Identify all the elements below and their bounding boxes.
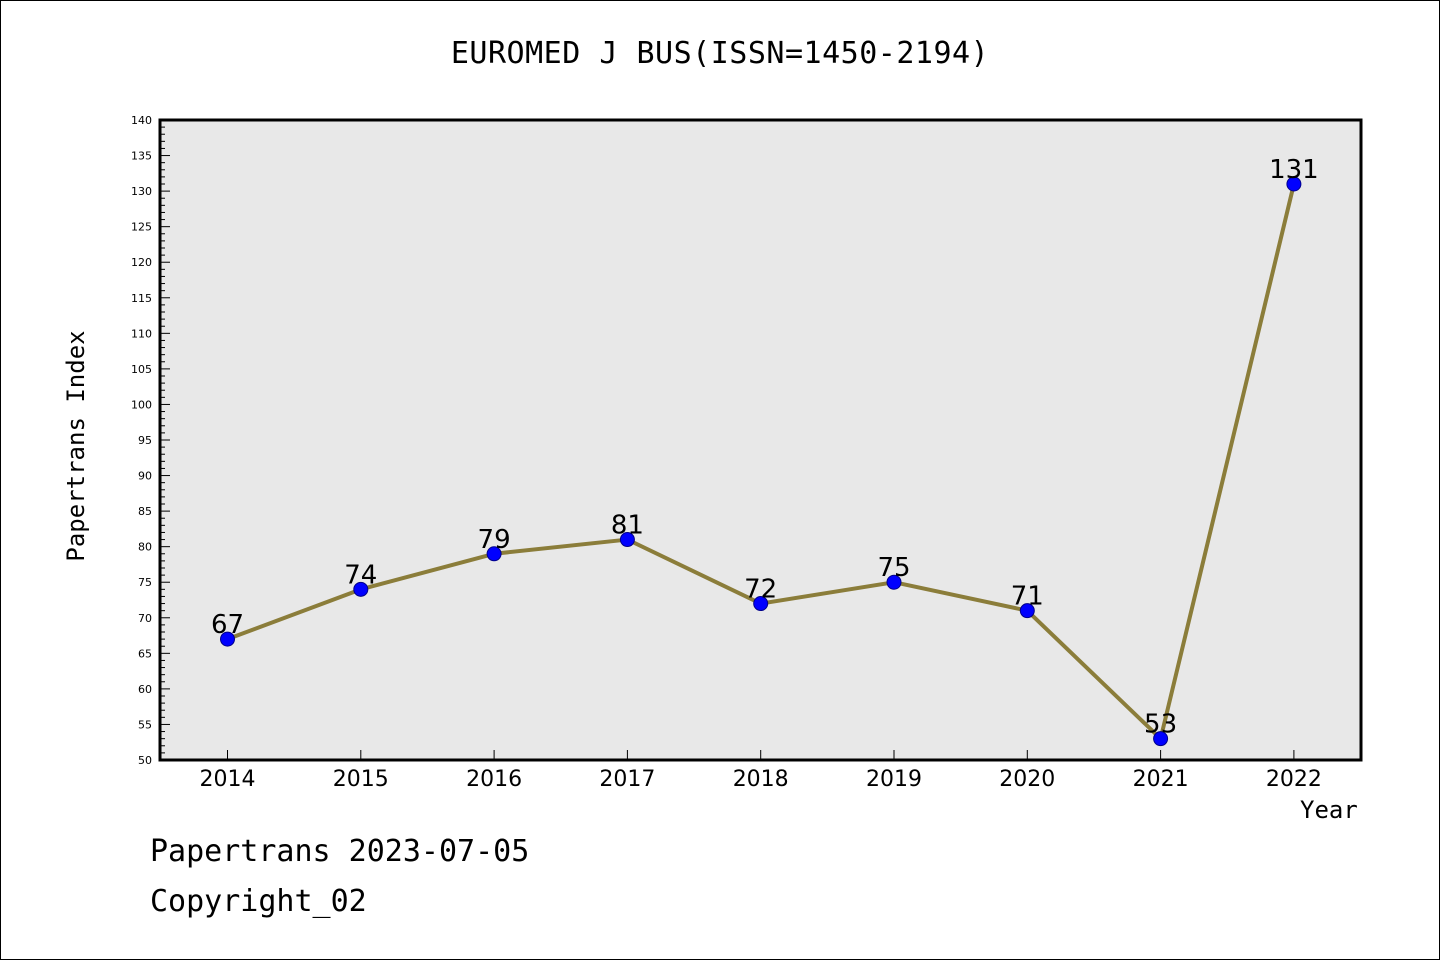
y-tick-label: 120 — [131, 256, 152, 269]
series-line-segment — [892, 580, 1030, 613]
data-label: 81 — [611, 511, 644, 541]
x-tick-label: 2021 — [1133, 767, 1189, 792]
y-tick-label: 115 — [131, 292, 152, 305]
x-tick-label: 2018 — [733, 767, 789, 792]
data-point — [1153, 731, 1169, 747]
data-label: 72 — [744, 575, 777, 605]
x-tick-label: 2020 — [999, 767, 1055, 792]
x-tick-label: 2015 — [333, 767, 389, 792]
y-tick-label: 130 — [131, 185, 152, 198]
data-label: 71 — [1011, 582, 1044, 612]
data-label: 79 — [478, 525, 511, 555]
y-tick-label: 105 — [131, 363, 152, 376]
x-tick-label: 2014 — [200, 767, 256, 792]
data-label: 74 — [344, 560, 377, 590]
y-tick-label: 60 — [138, 683, 152, 696]
data-point — [220, 631, 235, 647]
x-tick-label: 2022 — [1266, 767, 1322, 792]
y-tick-label: 135 — [131, 150, 152, 163]
series-line-segment — [625, 537, 763, 606]
x-tick-label: 2019 — [866, 767, 922, 792]
footer-copyright: Copyright_02 — [150, 884, 367, 919]
y-tick-label: 100 — [131, 398, 152, 411]
x-axis-label: Year — [1300, 796, 1358, 824]
series-line-segment — [758, 580, 896, 606]
y-tick-label: 50 — [138, 754, 152, 767]
data-label: 53 — [1144, 710, 1177, 740]
y-tick-label: 110 — [131, 327, 152, 340]
chart-title: EUROMED J BUS(ISSN=1450-2194) — [450, 36, 990, 71]
series-line-segment — [358, 551, 497, 592]
y-tick-label: 140 — [131, 114, 152, 127]
data-point — [753, 596, 769, 612]
series-line-segment — [1025, 608, 1163, 741]
data-point — [1286, 176, 1302, 192]
y-tick-label: 85 — [138, 505, 152, 518]
y-tick-label: 55 — [138, 718, 152, 731]
data-point — [353, 581, 369, 597]
y-tick-label: 125 — [131, 221, 152, 234]
y-tick-label: 75 — [138, 576, 152, 589]
footer-date: Papertrans 2023-07-05 — [150, 834, 530, 869]
data-label: 75 — [877, 553, 910, 583]
y-tick-label: 80 — [138, 541, 152, 554]
x-tick-label: 2016 — [466, 767, 522, 792]
plot-border — [158, 118, 1363, 762]
plot-area — [160, 120, 1361, 760]
y-tick-label: 90 — [138, 470, 152, 483]
x-tick-label: 2017 — [599, 767, 655, 792]
series-line-segment — [1158, 182, 1296, 741]
series-line-segment — [492, 537, 630, 556]
y-tick-label: 70 — [138, 612, 152, 625]
data-point — [886, 574, 902, 590]
series-line-segment — [225, 587, 363, 642]
data-point — [486, 546, 502, 562]
data-label: 131 — [1269, 155, 1319, 185]
y-tick-label: 65 — [138, 647, 152, 660]
data-point — [619, 532, 635, 548]
data-label: 67 — [211, 610, 244, 640]
data-point — [1019, 603, 1035, 619]
y-tick-label: 95 — [138, 434, 152, 447]
